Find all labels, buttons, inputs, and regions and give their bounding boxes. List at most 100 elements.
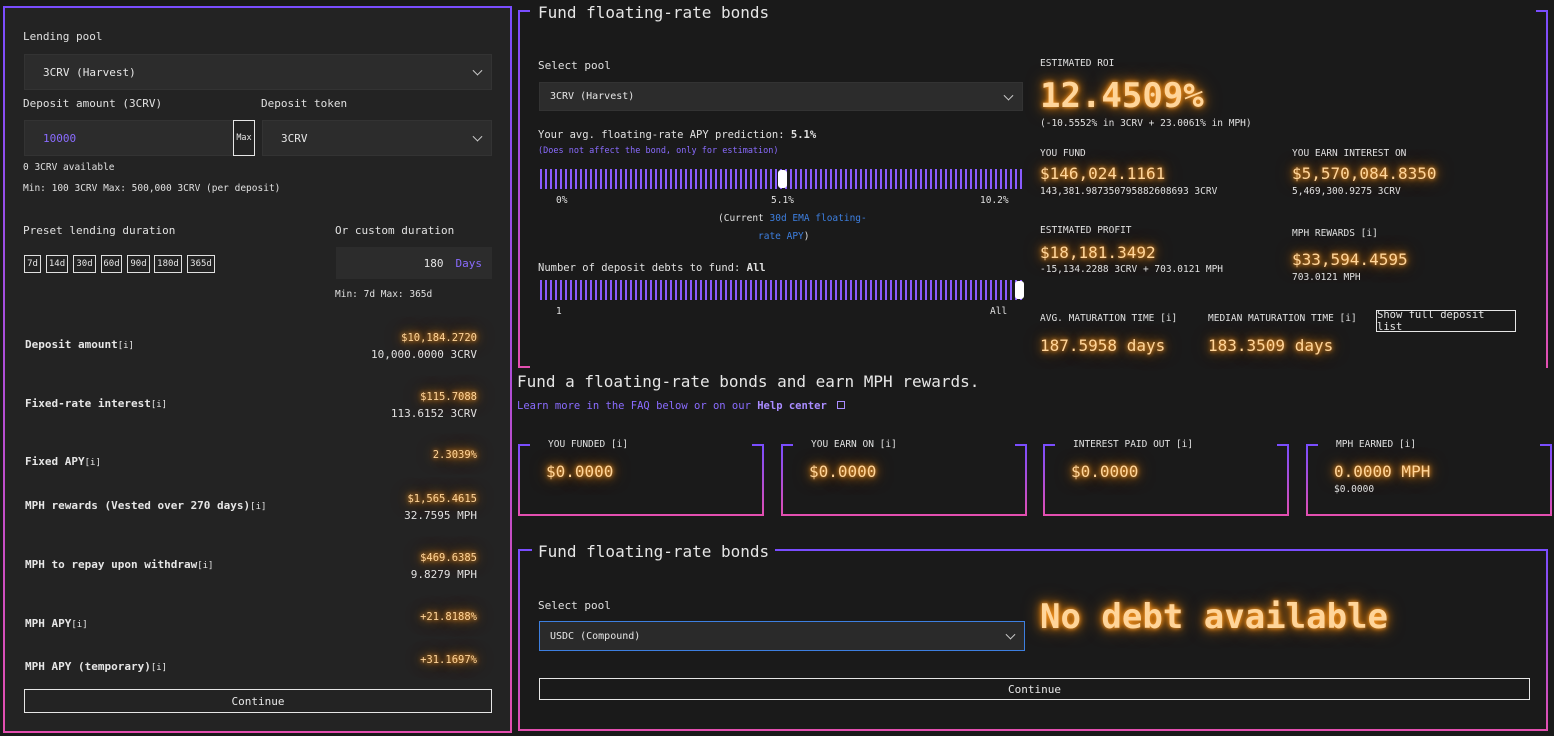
deposit-amount-input[interactable]: 10000: [24, 120, 234, 156]
card-value: $0.0000: [1071, 462, 1139, 481]
current-apy-note-line2: rate APY): [758, 231, 810, 242]
deposit-token-value: 3CRV: [281, 131, 308, 145]
fund-bonds-panel: Fund floating-rate bonds Select pool 3CR…: [518, 3, 1548, 368]
mph-rewards-sub: 703.0121 MPH: [1292, 272, 1361, 283]
card-frame: [1306, 514, 1552, 516]
median-maturation-label: MEDIAN MATURATION TIME [i]: [1208, 313, 1357, 324]
mph-rewards-label: MPH REWARDS [i]: [1292, 228, 1378, 239]
info-icon[interactable]: [i]: [197, 561, 214, 571]
roi-value: 12.4509%: [1040, 76, 1204, 116]
select-pool-dropdown[interactable]: 3CRV (Harvest): [539, 82, 1023, 111]
you-fund-value: $146,024.1161: [1040, 164, 1166, 183]
card-title: YOU FUNDED [i]: [544, 439, 633, 450]
preset-30d-button[interactable]: 30d: [73, 255, 96, 273]
external-link-icon: [837, 401, 846, 409]
debts-value: All: [746, 262, 766, 274]
learn-more-text: Learn more in the FAQ below or on our He…: [517, 400, 846, 412]
preset-60d-button[interactable]: 60d: [101, 255, 122, 273]
available-balance: 0 3CRV available: [23, 162, 115, 173]
deposit-token-label: Deposit token: [261, 97, 348, 110]
preset-14d-button[interactable]: 14d: [46, 255, 68, 273]
summary-row-value: 2.3039%: [432, 449, 477, 461]
info-icon[interactable]: [i]: [150, 663, 168, 673]
show-deposit-list-button[interactable]: Show full deposit list: [1376, 309, 1516, 333]
select-pool-label: Select pool: [538, 59, 611, 72]
card-title: MPH EARNED [i]: [1332, 439, 1421, 450]
apy-slider-thumb[interactable]: [777, 170, 787, 188]
preset-duration-label: Preset lending duration: [23, 224, 176, 237]
info-icon[interactable]: [i]: [117, 341, 134, 351]
chevron-down-icon: [472, 65, 483, 76]
preset-180d-button[interactable]: 180d: [154, 255, 182, 273]
stat-card: YOU EARN ON [i] $0.0000: [781, 439, 1027, 516]
custom-duration-label: Or custom duration: [335, 224, 455, 237]
earn-interest-sub: 5,469,300.9275 3CRV: [1292, 186, 1401, 197]
summary-row-value: +21.8188%: [420, 611, 477, 623]
panel-frame: [1536, 10, 1548, 368]
summary-row-label: MPH to repay upon withdraw[i]: [25, 558, 213, 571]
preset-365d-button[interactable]: 365d: [187, 255, 215, 273]
lending-pool-value: 3CRV (Harvest): [43, 65, 136, 79]
no-debt-message: No debt available: [1040, 597, 1388, 637]
max-button[interactable]: Max: [233, 120, 255, 156]
card-frame: [1540, 444, 1552, 516]
card-frame: [518, 514, 764, 516]
avg-maturation-label: AVG. MATURATION TIME [i]: [1040, 313, 1178, 324]
card-frame: [1306, 444, 1318, 516]
select-pool-dropdown[interactable]: USDC (Compound): [539, 621, 1025, 651]
panel-title: Fund floating-rate bonds: [532, 542, 776, 561]
custom-duration-minmax: Min: 7d Max: 365d: [335, 289, 433, 300]
lending-pool-label: Lending pool: [23, 30, 103, 43]
info-icon[interactable]: [i]: [84, 458, 101, 468]
panel-frame: [518, 10, 530, 368]
deposit-token-select[interactable]: 3CRV: [262, 120, 492, 156]
info-icon[interactable]: [i]: [250, 502, 267, 512]
card-frame: [781, 444, 793, 516]
summary-row-value: $1,565.4615: [407, 493, 477, 505]
preset-90d-button[interactable]: 90d: [127, 255, 150, 273]
summary-row-label: Fixed APY[i]: [25, 455, 101, 468]
debts-slider[interactable]: [540, 280, 1024, 300]
summary-row-sub: 9.8279 MPH: [410, 568, 477, 581]
info-icon[interactable]: [i]: [71, 620, 88, 630]
stat-card: INTEREST PAID OUT [i] $0.0000: [1043, 439, 1289, 516]
apy-note: (Does not affect the bond, only for esti…: [538, 146, 779, 156]
summary-row-value: +31.1697%: [420, 654, 477, 666]
chevron-down-icon: [1005, 629, 1016, 640]
current-apy-note: (Current 30d EMA floating-: [718, 213, 867, 224]
deposit-amount-label: Deposit amount (3CRV): [23, 97, 163, 110]
continue-button[interactable]: Continue: [24, 689, 492, 713]
preset-7d-button[interactable]: 7d: [24, 255, 41, 273]
card-value: $0.0000: [546, 462, 614, 481]
chevron-down-icon: [472, 131, 483, 142]
apy-prediction-text: Your avg. floating-rate APY prediction:: [538, 129, 785, 141]
apy-slider[interactable]: [540, 169, 1024, 189]
continue-button[interactable]: Continue: [539, 678, 1530, 700]
deposit-minmax: Min: 100 3CRV Max: 500,000 3CRV (per dep…: [23, 183, 281, 194]
debts-slider-thumb[interactable]: [1015, 281, 1024, 299]
help-center-link[interactable]: Help center: [757, 400, 827, 412]
row-label-text: Fixed-rate interest: [25, 397, 151, 410]
debts-slider-min: 1: [556, 306, 562, 317]
summary-row-value: $10,184.2720: [401, 332, 477, 344]
card-sub: $0.0000: [1334, 484, 1375, 495]
stat-card: YOU FUNDED [i] $0.0000: [518, 439, 764, 516]
card-value: $0.0000: [809, 462, 877, 481]
ema-apy-link[interactable]: 30d EMA floating-: [769, 213, 867, 224]
you-fund-sub: 143,381.987350795882608693 3CRV: [1040, 186, 1218, 197]
row-label-text: Deposit amount: [25, 338, 118, 351]
debts-slider-max: All: [990, 306, 1008, 317]
lending-pool-select[interactable]: 3CRV (Harvest): [24, 54, 492, 90]
custom-duration-input[interactable]: 180 Days: [336, 247, 492, 279]
card-value: 0.0000 MPH: [1334, 462, 1431, 481]
row-label-text: Fixed APY: [25, 455, 85, 468]
info-icon[interactable]: [i]: [150, 400, 168, 410]
slider-mid-label: 5.1%: [771, 195, 794, 206]
summary-row-sub: 32.7595 MPH: [404, 509, 477, 522]
row-label-text: MPH rewards (Vested over 270 days): [25, 499, 251, 512]
summary-row-label: Deposit amount[i]: [25, 338, 134, 351]
slider-min-label: 0%: [556, 195, 568, 206]
card-frame: [518, 444, 530, 516]
summary-row-value: $469.6385: [420, 552, 477, 564]
ema-apy-link-2[interactable]: rate APY: [758, 231, 804, 242]
